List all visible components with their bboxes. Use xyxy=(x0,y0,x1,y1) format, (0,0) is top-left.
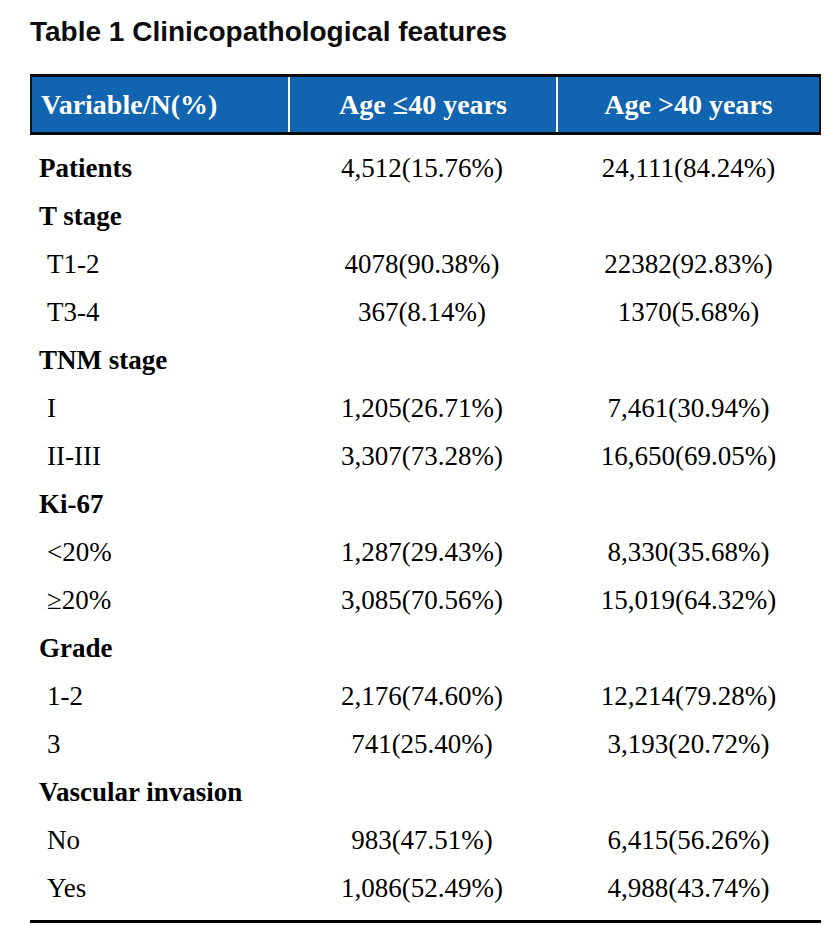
row-value-le40: 4078(90.38%) xyxy=(288,249,556,280)
table-title: Table 1 Clinicopathological features xyxy=(0,0,832,48)
column-header-age-gt40: Age >40 years xyxy=(556,77,819,132)
row-label: <20% xyxy=(30,537,288,568)
row-label: Yes xyxy=(30,873,288,904)
table-header-row: Variable/N(%) Age ≤40 years Age >40 year… xyxy=(30,74,821,135)
table-row-grade-1-2: 1-2 2,176(74.60%) 12,214(79.28%) xyxy=(30,672,821,720)
row-value-gt40: 16,650(69.05%) xyxy=(556,441,821,472)
row-label: T1-2 xyxy=(30,249,288,280)
table-row-vascular-invasion: Vascular invasion xyxy=(30,768,821,816)
row-value-le40: 367(8.14%) xyxy=(288,297,556,328)
table-row-grade: Grade xyxy=(30,624,821,672)
row-value-gt40: 24,111(84.24%) xyxy=(556,153,821,184)
table-body: Patients 4,512(15.76%) 24,111(84.24%) T … xyxy=(30,135,821,920)
row-value-gt40: 15,019(64.32%) xyxy=(556,585,821,616)
column-header-age-le40: Age ≤40 years xyxy=(288,77,556,132)
row-value-le40: 983(47.51%) xyxy=(288,825,556,856)
row-value-le40: 3,085(70.56%) xyxy=(288,585,556,616)
row-value-le40: 741(25.40%) xyxy=(288,729,556,760)
row-value-le40: 4,512(15.76%) xyxy=(288,153,556,184)
table-row-tnm-i: I 1,205(26.71%) 7,461(30.94%) xyxy=(30,384,821,432)
table-row-t-stage: T stage xyxy=(30,192,821,240)
table-row-tnm-stage: TNM stage xyxy=(30,336,821,384)
row-value-gt40: 12,214(79.28%) xyxy=(556,681,821,712)
table-row-ki67-lt20: <20% 1,287(29.43%) 8,330(35.68%) xyxy=(30,528,821,576)
row-label: 1-2 xyxy=(30,681,288,712)
table-row-ki67: Ki-67 xyxy=(30,480,821,528)
clinicopathological-table: Variable/N(%) Age ≤40 years Age >40 year… xyxy=(30,74,821,923)
row-label: II-III xyxy=(30,441,288,472)
row-label: Grade xyxy=(30,633,288,664)
row-label: TNM stage xyxy=(30,345,288,376)
table-row-tnm-ii-iii: II-III 3,307(73.28%) 16,650(69.05%) xyxy=(30,432,821,480)
row-value-gt40: 7,461(30.94%) xyxy=(556,393,821,424)
row-label: 3 xyxy=(30,729,288,760)
table-row-patients: Patients 4,512(15.76%) 24,111(84.24%) xyxy=(30,144,821,192)
row-value-gt40: 8,330(35.68%) xyxy=(556,537,821,568)
row-value-le40: 1,086(52.49%) xyxy=(288,873,556,904)
row-label: T stage xyxy=(30,201,288,232)
row-value-le40: 2,176(74.60%) xyxy=(288,681,556,712)
row-label: Patients xyxy=(30,153,288,184)
table-row-grade-3: 3 741(25.40%) 3,193(20.72%) xyxy=(30,720,821,768)
row-value-gt40: 6,415(56.26%) xyxy=(556,825,821,856)
row-value-gt40: 3,193(20.72%) xyxy=(556,729,821,760)
row-label: No xyxy=(30,825,288,856)
table-row-ki67-ge20: ≥20% 3,085(70.56%) 15,019(64.32%) xyxy=(30,576,821,624)
row-label: ≥20% xyxy=(30,585,288,616)
row-label: T3-4 xyxy=(30,297,288,328)
page: Table 1 Clinicopathological features Var… xyxy=(0,0,832,925)
table-row-vascular-yes: Yes 1,086(52.49%) 4,988(43.74%) xyxy=(30,864,821,912)
column-header-variable: Variable/N(%) xyxy=(32,77,288,132)
row-label: I xyxy=(30,393,288,424)
table-row-t1-2: T1-2 4078(90.38%) 22382(92.83%) xyxy=(30,240,821,288)
row-label: Vascular invasion xyxy=(30,777,288,808)
table-row-vascular-no: No 983(47.51%) 6,415(56.26%) xyxy=(30,816,821,864)
row-value-gt40: 22382(92.83%) xyxy=(556,249,821,280)
row-value-le40: 1,287(29.43%) xyxy=(288,537,556,568)
row-value-le40: 1,205(26.71%) xyxy=(288,393,556,424)
row-label: Ki-67 xyxy=(30,489,288,520)
table-row-t3-4: T3-4 367(8.14%) 1370(5.68%) xyxy=(30,288,821,336)
row-value-gt40: 4,988(43.74%) xyxy=(556,873,821,904)
row-value-gt40: 1370(5.68%) xyxy=(556,297,821,328)
row-value-le40: 3,307(73.28%) xyxy=(288,441,556,472)
